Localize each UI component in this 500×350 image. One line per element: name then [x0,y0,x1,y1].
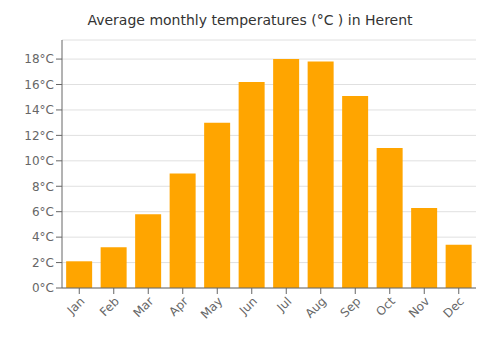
svg-text:Apr: Apr [166,294,191,319]
svg-text:4°C: 4°C [32,230,54,244]
html-text:Average monthly temperatures (: Average monthly temperatures (°C ) in He… [87,12,413,28]
svg-text:Sep: Sep [337,294,363,320]
svg-text:Dec: Dec [441,294,467,320]
svg-text:14°C: 14°C [24,103,54,117]
svg-text:May: May [198,294,225,321]
svg-text:2°C: 2°C [32,256,54,270]
svg-text:Oct: Oct [373,294,398,319]
svg-text:16°C: 16°C [24,78,54,92]
svg-text:0°C: 0°C [32,281,54,295]
svg-text:10°C: 10°C [24,154,54,168]
svg-text:18°C: 18°C [24,52,54,66]
svg-text:8°C: 8°C [32,180,54,194]
svg-text:Nov: Nov [406,294,432,320]
svg-text:Aug: Aug [302,294,328,320]
svg-text:Jan: Jan [64,294,88,318]
svg-text:6°C: 6°C [32,205,54,219]
svg-text:12°C: 12°C [24,129,54,143]
svg-text:Feb: Feb [97,294,122,319]
svg-text:Mar: Mar [130,294,156,320]
svg-text:Jul: Jul [274,294,295,315]
svg-text:Jun: Jun [236,294,260,318]
